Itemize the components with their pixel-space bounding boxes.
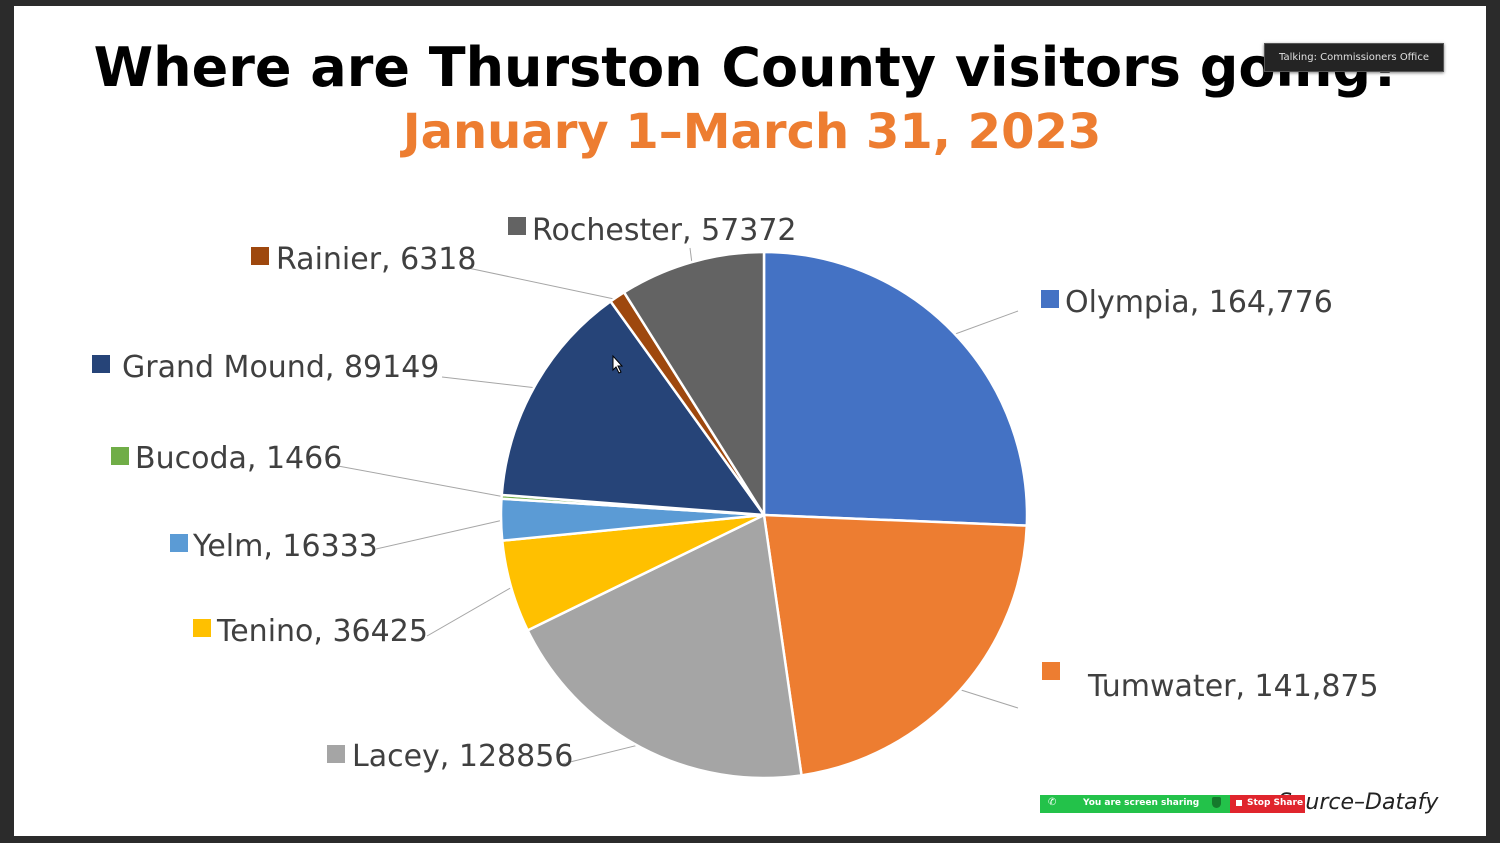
data-label: Olympia, 164,776: [1065, 285, 1333, 320]
pie-slice-grand-mound: [500, 300, 766, 517]
data-label: Rainier, 6318: [276, 242, 476, 277]
leader-line: [375, 519, 506, 550]
pie-slices: [499, 250, 1029, 780]
stop-share-label: Stop Share: [1247, 798, 1304, 808]
label-marker: [170, 534, 188, 552]
leader-line: [426, 585, 516, 637]
data-label: Yelm, 16333: [192, 529, 378, 564]
leader-line: [441, 376, 539, 389]
chart-subtitle: January 1–March 31, 2023: [400, 104, 1102, 160]
sharing-status: ✆ You are screen sharing: [1040, 795, 1230, 813]
chart-title: Where are Thurston County visitors going…: [94, 36, 1403, 99]
pie-slice-tumwater: [762, 513, 1029, 777]
label-marker: [508, 217, 526, 235]
label-marker: [327, 745, 345, 763]
screen-share-bar: ✆ You are screen sharing Stop Share: [1040, 795, 1305, 813]
label-marker: [1041, 290, 1059, 308]
data-label: Grand Mound, 89149: [122, 350, 439, 385]
shield-icon: [1212, 797, 1221, 808]
phone-icon: ✆: [1048, 797, 1057, 808]
leader-line: [561, 743, 643, 765]
data-label: Tenino, 36425: [216, 614, 428, 649]
pie-slice-olympia: [762, 250, 1029, 527]
talking-indicator: Talking: Commissioners Office: [1264, 43, 1444, 72]
label-marker: [251, 247, 269, 265]
data-label: Lacey, 128856: [352, 739, 573, 774]
leader-line: [956, 688, 1019, 709]
data-labels: Olympia, 164,776 Tumwater, 141,875 Lacey, …: [92, 213, 1379, 774]
label-marker: [1042, 662, 1060, 680]
leader-line: [467, 267, 620, 301]
stop-share-button[interactable]: Stop Share: [1230, 795, 1305, 813]
mouse-cursor-icon: [612, 354, 624, 374]
leader-line: [337, 465, 506, 498]
label-marker: [193, 619, 211, 637]
data-label: Tumwater, 141,875: [1087, 669, 1379, 704]
pie-slice-rochester: [622, 250, 766, 517]
pie-slice-lacey: [526, 513, 803, 780]
stop-icon: [1236, 800, 1242, 806]
label-marker: [92, 355, 110, 373]
leader-line: [950, 310, 1019, 337]
data-label: Rochester, 57372: [532, 213, 797, 248]
label-marker: [111, 447, 129, 465]
data-label: Bucoda, 1466: [135, 441, 342, 476]
sharing-text: You are screen sharing: [1083, 798, 1200, 808]
